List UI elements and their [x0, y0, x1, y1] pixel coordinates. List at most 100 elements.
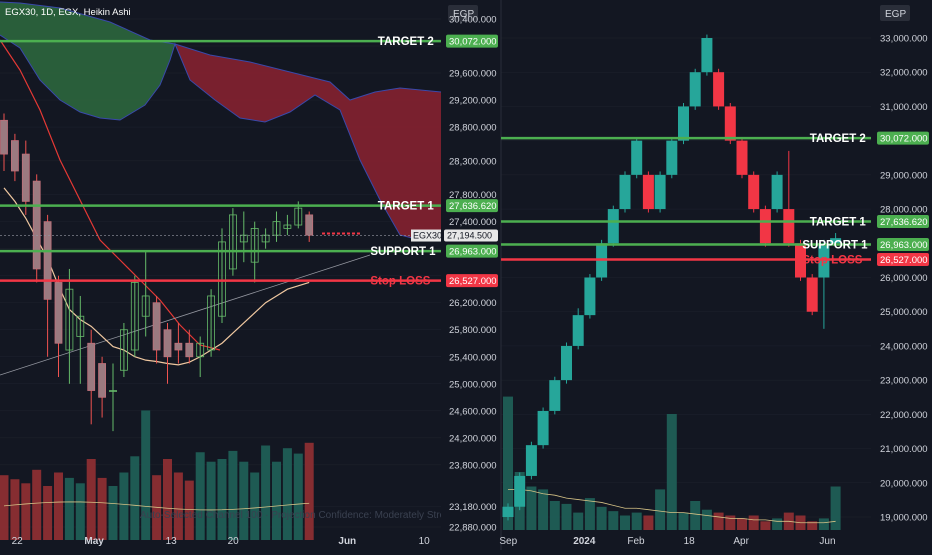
- chart-title: EGX30, 1D, EGX, Heikin Ashi: [5, 7, 131, 18]
- left-price-tick: 22,880.000: [449, 523, 497, 534]
- right-level-label: TARGET 2: [810, 133, 866, 145]
- right-time-tick: Apr: [733, 536, 749, 547]
- left-volume-bar: [250, 472, 260, 540]
- right-price-tick: 32,000.000: [880, 68, 928, 79]
- left-candles: [0, 113, 314, 432]
- right-volume-bar: [737, 518, 747, 530]
- right-level-value: 27,636.620: [880, 217, 928, 228]
- right-price-axis[interactable]: EGP 33,000.000 32,000.000 31,000.000 29,000…: [880, 5, 928, 524]
- right-candles: [502, 34, 842, 521]
- left-panel: TARGET 2 TARGET 1 SUPPORT 1 Stop LOSS Auto-…: [0, 1, 456, 540]
- left-candle-body: [76, 315, 85, 337]
- left-volume-bar: [261, 445, 271, 540]
- left-time-tick: 10: [419, 536, 431, 547]
- right-time-axis[interactable]: Sep 2024 Feb 18 Apr Jun: [499, 536, 835, 547]
- right-candle-body: [748, 174, 760, 210]
- right-volume-bar: [573, 512, 584, 530]
- left-volume-bar: [239, 461, 249, 540]
- last-price-value-badge: [444, 229, 498, 242]
- left-candle-body: [0, 119, 8, 155]
- left-level-label: Stop LOSS: [370, 276, 430, 288]
- right-level-value: 30,072.000: [880, 134, 928, 145]
- right-level-value-badge: [877, 238, 929, 252]
- left-candle-body: [10, 140, 19, 172]
- left-candle-body: [98, 363, 106, 398]
- right-candle-body: [572, 315, 584, 346]
- left-candle-body: [163, 329, 172, 358]
- left-time-axis[interactable]: 22 May 13 20 Jun 10: [12, 536, 431, 547]
- right-volume-bar: [713, 512, 724, 530]
- right-volume-average: [508, 489, 836, 524]
- left-time-tick: May: [84, 536, 104, 547]
- right-volume-bar: [503, 396, 513, 530]
- right-candle-body: [783, 209, 795, 244]
- right-price-tick: 23,000.000: [880, 376, 928, 387]
- left-price-tick: 24,200.000: [449, 433, 497, 444]
- left-price-tick: 25,800.000: [449, 325, 497, 336]
- left-volume-bar: [228, 450, 238, 540]
- left-price-tick: 24,600.000: [449, 406, 497, 417]
- left-volume-bar: [75, 483, 85, 540]
- left-price-tick: 29,600.000: [449, 69, 497, 80]
- right-level-label: SUPPORT 1: [802, 240, 868, 252]
- left-candle-body: [250, 228, 259, 263]
- left-volume-bar: [130, 456, 140, 540]
- left-price-axis[interactable]: EGP 30,400.000 29,600.000 29,200.000 28,800…: [448, 5, 497, 534]
- right-candle-body: [607, 209, 619, 244]
- left-unit-label: EGP: [453, 9, 474, 20]
- right-price-tick: 19,000.000: [880, 513, 928, 524]
- cloud-bearish-area: [175, 44, 441, 240]
- left-candle-body: [283, 224, 292, 229]
- left-time-tick: 20: [228, 536, 240, 547]
- left-volume-bar: [97, 477, 107, 540]
- right-time-tick: Jun: [819, 536, 835, 547]
- left-price-tick: 30,400.000: [449, 14, 497, 25]
- left-levels: TARGET 2 TARGET 1 SUPPORT 1 Stop LOSS: [0, 36, 441, 288]
- right-price-tick: 25,000.000: [880, 307, 928, 318]
- right-volume-bar: [620, 515, 630, 530]
- left-volume-bar: [217, 459, 227, 540]
- left-candle-body: [65, 288, 74, 351]
- right-candle-body: [830, 238, 842, 244]
- left-volume-bar: [108, 486, 118, 540]
- right-candle-body: [619, 174, 631, 210]
- left-time-tick: 22: [12, 536, 24, 547]
- right-level-value-badge: [877, 131, 929, 145]
- right-candle-body: [642, 174, 654, 210]
- right-price-tick: 29,000.000: [880, 170, 928, 181]
- left-volume-bar: [141, 410, 151, 540]
- right-volume-bar: [818, 518, 829, 530]
- right-candle-body: [654, 174, 666, 210]
- left-candle-body: [152, 302, 161, 351]
- right-level-label: TARGET 1: [810, 217, 867, 229]
- right-volume-bar: [608, 511, 619, 530]
- left-level-value: 27,636.620: [449, 201, 497, 212]
- left-level-label: TARGET 1: [378, 201, 435, 213]
- left-unit-badge: [448, 5, 478, 21]
- right-candle-body: [759, 209, 771, 244]
- right-time-tick: 2024: [573, 536, 596, 547]
- left-price-tick: 28,300.000: [449, 156, 497, 167]
- right-volume-bar: [561, 503, 572, 530]
- right-candle-body: [561, 345, 572, 381]
- left-volume-bar: [206, 461, 216, 540]
- right-volume-bar: [725, 515, 736, 530]
- right-volume-bar: [643, 515, 654, 530]
- channel-trendline: [0, 254, 371, 376]
- left-level-label: TARGET 2: [378, 36, 434, 48]
- right-price-tick: 31,000.000: [880, 102, 928, 113]
- right-candle-body: [713, 72, 725, 107]
- right-candle-body: [549, 380, 561, 411]
- left-candle-body: [120, 329, 128, 371]
- left-volume-bar: [272, 461, 281, 540]
- watermark-text: Auto-Selected Channel 100 · Projection C…: [140, 510, 456, 521]
- last-price-symbol: EGX30: [413, 231, 442, 241]
- right-level-value: 26,963.000: [880, 240, 928, 251]
- left-volume-bar: [64, 477, 74, 540]
- left-price-tick: 28,800.000: [449, 123, 497, 134]
- left-candle-body: [54, 282, 63, 344]
- left-candle-body: [207, 295, 216, 351]
- left-candle-body: [87, 342, 96, 391]
- right-candle-body: [689, 72, 701, 107]
